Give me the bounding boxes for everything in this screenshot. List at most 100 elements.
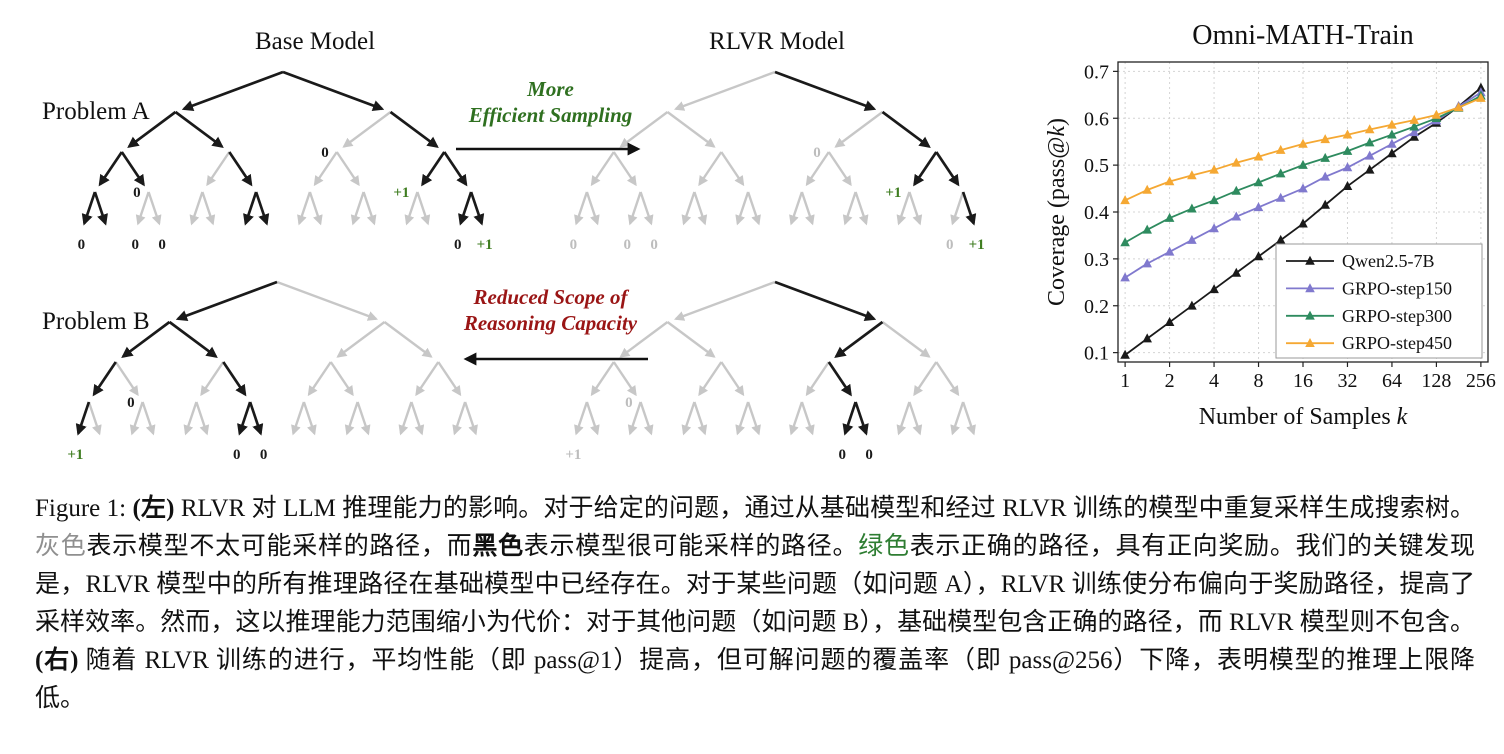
tree-edge-likely <box>174 110 224 148</box>
tree-edge-unlikely <box>639 191 654 226</box>
tree-edge-unlikely <box>619 321 669 358</box>
tree-edge-unlikely <box>789 401 804 436</box>
tree-edge-unlikely <box>881 321 931 358</box>
tree-edge-unlikely <box>908 401 923 436</box>
data-point-marker <box>1364 164 1375 174</box>
tree-edge-unlikely <box>336 321 386 358</box>
tree-edge-unlikely <box>800 191 815 226</box>
tree-edge-unlikely <box>842 191 857 226</box>
y-tick-label: 0.5 <box>1084 155 1109 177</box>
data-point-marker <box>1187 300 1197 310</box>
tree-edge-unlikely <box>698 151 723 187</box>
caption-segment: 绿色 <box>858 533 910 560</box>
tree-edge-likely <box>774 280 877 322</box>
tree-edge-likely <box>913 151 938 187</box>
bottom-arrow-label: Reduced Scope of Reasoning Capacity <box>463 285 638 336</box>
tree-problem-a-rlvr-model: 0 +1 0 0 0 0 +1 <box>570 70 985 253</box>
data-point-marker <box>1187 234 1197 244</box>
tree-edge-unlikely <box>950 191 965 226</box>
x-tick-label: 256 <box>1466 370 1496 392</box>
rlvr-model-title: RLVR Model <box>709 28 845 55</box>
data-point-marker <box>1320 134 1330 144</box>
caption-segment: (左) <box>132 495 175 522</box>
tree-edge-unlikely <box>827 151 852 187</box>
tree-edge-unlikely <box>398 401 413 436</box>
x-tick-label: 16 <box>1293 370 1313 392</box>
tree-edge-unlikely <box>674 70 776 111</box>
tree-edge-unlikely <box>129 401 144 436</box>
legend-label: GRPO-step450 <box>1342 333 1452 353</box>
data-point-marker <box>1320 152 1330 162</box>
data-point-marker <box>1387 138 1397 148</box>
base-model-title: Base Model <box>254 28 376 55</box>
data-point-marker <box>1231 267 1242 277</box>
data-point-marker <box>1253 202 1264 212</box>
tree-edge-unlikely <box>313 151 338 187</box>
tree-edge-unlikely <box>416 191 431 226</box>
tree-edge-likely <box>127 110 177 148</box>
tree-edge-unlikely <box>913 361 938 397</box>
caption-segment: (右) <box>35 647 79 674</box>
tree-edge-unlikely <box>276 280 378 321</box>
data-point-marker <box>1164 246 1175 256</box>
data-point-marker <box>1253 151 1264 161</box>
data-point-marker <box>1187 203 1197 213</box>
legend-marker <box>1305 283 1315 293</box>
tree-edge-unlikely <box>362 191 377 226</box>
tree-edge-likely <box>389 110 439 148</box>
tree-edge-unlikely <box>329 361 354 397</box>
legend-marker <box>1305 338 1315 347</box>
data-point-marker <box>1387 148 1397 158</box>
y-tick-label: 0.1 <box>1084 343 1109 365</box>
data-point-marker <box>1187 170 1197 180</box>
tree-edge-likely <box>961 191 977 226</box>
left-arrow <box>463 352 648 366</box>
tree-edge-likely <box>98 151 123 187</box>
tree-edge-unlikely <box>308 191 323 226</box>
chart-title: Omni-MATH-Train <box>1192 20 1413 51</box>
tree-edge-unlikely <box>681 191 696 226</box>
data-point-marker <box>1120 272 1130 282</box>
tree-edge-unlikely <box>195 401 210 436</box>
data-point-marker <box>1364 137 1375 147</box>
tree-edge-unlikely <box>935 361 960 397</box>
data-point-marker <box>1342 181 1353 190</box>
tree-edge-unlikely <box>590 151 615 187</box>
tree-edge-likely <box>81 191 97 226</box>
tree-edge-unlikely <box>201 191 216 226</box>
coverage-chart: 1 2 4 8 16 32 64 128 256 0.1 0.2 0.3 0.4 0.5 0.6 0.7 Qwe… <box>1044 20 1496 430</box>
x-tick-label: 64 <box>1382 370 1402 392</box>
top-arrow-label: More Efficient Sampling <box>468 77 633 128</box>
data-point-marker <box>1164 212 1175 222</box>
x-tick-label: 32 <box>1337 370 1357 392</box>
tree-edge-unlikely <box>590 361 615 397</box>
caption-segment: 黑色 <box>472 533 524 560</box>
y-tick-label: 0.3 <box>1084 249 1109 271</box>
tree-edge-unlikely <box>585 191 600 226</box>
legend-label: GRPO-step150 <box>1342 278 1452 298</box>
tree-edge-unlikely <box>693 191 708 226</box>
data-point-marker <box>1298 138 1308 148</box>
figure-caption: Figure 1: (左) RLVR 对 LLM 推理能力的影响。对于给定的问题… <box>35 490 1475 718</box>
tree-edge-unlikely <box>383 321 433 358</box>
x-tick-label: 128 <box>1421 370 1451 392</box>
reward-label: 0 <box>321 145 329 161</box>
tree-edge-unlikely <box>141 401 156 436</box>
data-point-marker <box>1142 184 1152 194</box>
data-point-marker <box>1342 162 1353 172</box>
tree-edge-unlikely <box>183 401 198 436</box>
data-point-marker <box>1387 119 1397 129</box>
tree-edge-unlikely <box>574 191 589 226</box>
tree-edge-unlikely <box>896 191 911 226</box>
tree-edge-unlikely <box>950 401 965 436</box>
tree-edge-likely <box>120 151 145 187</box>
tree-problem-a-base-model: 0 0 +1 0 0 0 0 +1 <box>78 70 493 253</box>
tree-edge-likely <box>854 401 869 436</box>
x-tick-label: 2 <box>1165 370 1175 392</box>
tree-edge-likely <box>881 110 931 148</box>
data-point-marker <box>1476 92 1486 102</box>
reward-label: 0 <box>623 237 631 253</box>
tree-edge-likely <box>228 151 253 187</box>
y-tick-label: 0.7 <box>1084 61 1109 83</box>
tree-edge-unlikely <box>344 401 359 436</box>
